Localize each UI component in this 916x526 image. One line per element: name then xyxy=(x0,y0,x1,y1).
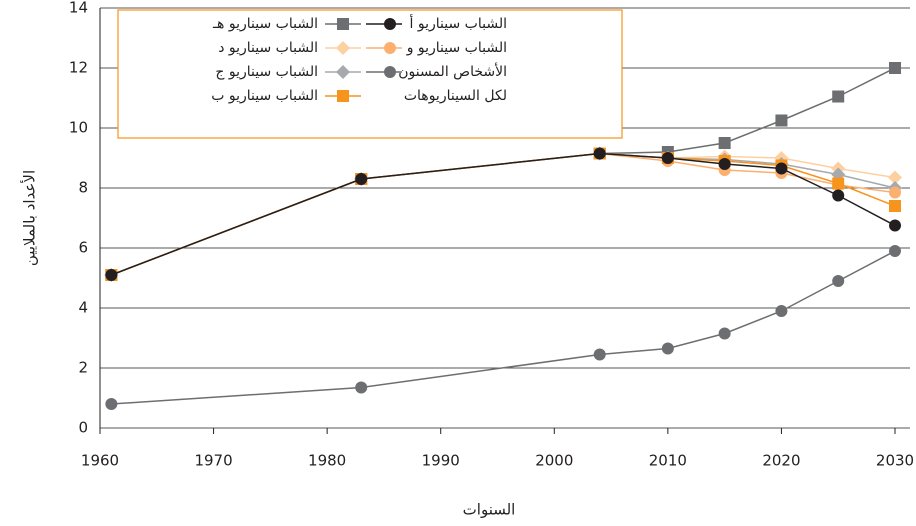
point xyxy=(105,398,118,410)
legend-marker xyxy=(336,41,350,55)
legend-label: الشباب سيناريو أ xyxy=(409,16,507,32)
x-tick-label: 1990 xyxy=(422,452,460,470)
legend-marker xyxy=(336,65,350,79)
x-tick-label: 2010 xyxy=(649,452,687,470)
legend-label: الشباب سيناريو هـ xyxy=(212,16,318,32)
point xyxy=(775,114,788,127)
point xyxy=(832,177,845,190)
point xyxy=(889,200,901,212)
y-tick-label: 10 xyxy=(69,119,88,137)
legend-box xyxy=(117,9,623,139)
legend-label: الشباب سيناريو ج xyxy=(215,64,318,80)
point xyxy=(718,158,731,170)
x-axis-label: السنوات xyxy=(463,501,516,519)
point xyxy=(889,219,901,232)
point xyxy=(105,269,118,281)
legend-marker xyxy=(337,90,349,102)
legend-label: الشباب سيناريو و xyxy=(406,40,507,56)
y-tick-label: 0 xyxy=(78,419,88,437)
point xyxy=(889,62,901,74)
point xyxy=(775,162,788,175)
legend-label: الشباب سيناريو د xyxy=(218,40,318,56)
point xyxy=(355,173,368,185)
y-tick-label: 2 xyxy=(78,359,88,377)
x-tick-label: 1980 xyxy=(308,452,346,470)
y-axis-label: الأعداد بالملايين xyxy=(20,170,39,266)
point xyxy=(832,189,845,202)
x-tick-label: 2020 xyxy=(762,452,800,470)
point xyxy=(718,327,731,340)
legend-label: الشباب سيناريو ب xyxy=(211,88,318,104)
legend-label: الأشخاص المسنون لكل السيناريوهات xyxy=(398,64,507,104)
legend-marker xyxy=(384,18,396,30)
y-tick-label: 4 xyxy=(78,299,88,317)
x-tick-label: 1960 xyxy=(81,452,119,470)
point xyxy=(593,348,606,361)
x-tick-label: 1970 xyxy=(194,452,232,470)
point xyxy=(775,305,788,317)
point xyxy=(889,245,901,257)
point xyxy=(661,152,674,164)
series-line xyxy=(111,250,896,405)
point xyxy=(593,147,606,160)
y-tick-label: 6 xyxy=(78,239,88,257)
x-tick-label: 2000 xyxy=(535,452,573,470)
y-tick-label: 14 xyxy=(69,0,88,17)
point xyxy=(832,275,845,287)
point xyxy=(718,137,731,149)
legend-marker xyxy=(384,42,396,54)
point xyxy=(355,381,368,394)
legend-marker xyxy=(337,18,349,30)
point xyxy=(889,186,901,199)
legend-marker xyxy=(384,66,396,78)
point xyxy=(661,342,674,355)
y-tick-label: 12 xyxy=(69,59,88,77)
point xyxy=(888,170,902,185)
series-line xyxy=(111,152,896,276)
x-tick-label: 2030 xyxy=(876,452,914,470)
y-tick-label: 8 xyxy=(78,179,88,197)
point xyxy=(832,90,845,103)
